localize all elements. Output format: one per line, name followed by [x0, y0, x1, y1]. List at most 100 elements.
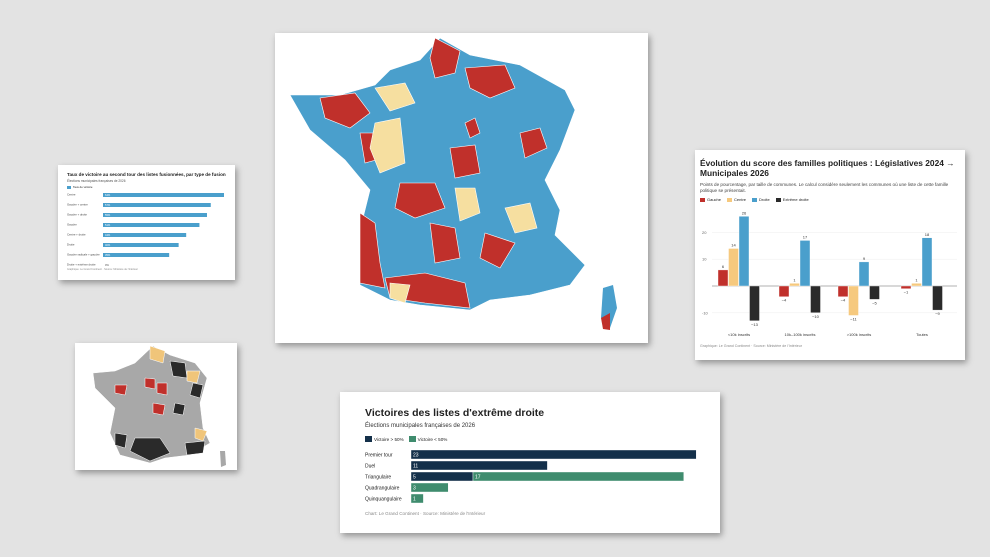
bar [837, 285, 849, 297]
chart-subtitle: Points de pourcentage, par taille de com… [700, 182, 949, 193]
category-label: Droite [67, 243, 75, 247]
value-label: 26 [742, 210, 747, 215]
chart-source: Chart: Le Grand Continent · Source: Mini… [365, 511, 486, 516]
category-label: Quinquangulaire [365, 497, 402, 503]
legend-item: Victoire > 50% [365, 436, 404, 442]
bar [858, 261, 870, 287]
bar [472, 471, 685, 482]
extreme-right-victories-chart: Victoires des listes d'extrême droite Él… [340, 392, 720, 533]
bar [410, 482, 449, 493]
bar [869, 285, 880, 300]
chart-title: Taux de victoire au second tour des list… [67, 172, 226, 177]
bar [717, 269, 729, 287]
value-label: 40% [105, 243, 111, 247]
value-label: 1 [413, 497, 416, 503]
legend-item: Centre [727, 197, 746, 202]
bar [799, 240, 811, 287]
value-label: 0% [105, 263, 109, 267]
bar [103, 243, 179, 247]
y-tick-label: 20 [702, 230, 707, 235]
bar [921, 237, 933, 287]
bar [410, 460, 548, 471]
map-svg [289, 37, 617, 330]
legend-label: Extrême droite [782, 197, 809, 202]
category-label: Gauche + droite [67, 213, 87, 217]
chart-source: Graphique: Le Grand Continent · Source: … [700, 344, 802, 348]
legend-item: Victoire < 50% [408, 436, 447, 442]
bar [103, 193, 224, 197]
category-label: Gauche [67, 223, 77, 227]
value-label: 23 [413, 453, 419, 459]
fusion-win-rate-chart: Taux de victoire au second tour des list… [58, 165, 235, 280]
category-label: Droite + extrême droite [67, 263, 96, 267]
bar [410, 471, 474, 482]
bar [103, 253, 170, 257]
chart-plot: -10 10 20 <10k inscrits 6 14 26 −13 10k–100k ins… [702, 210, 957, 337]
category-label: Duel [365, 464, 375, 470]
value-label: 9 [863, 256, 866, 261]
bar [728, 248, 739, 287]
legend: Gauche Centre Droite Extrême droite [700, 197, 809, 202]
category-label: Quadrangulaire [365, 486, 400, 492]
legend-label: Victoire > 50% [374, 436, 404, 442]
legend-label: Taux de victoire [73, 185, 93, 189]
y-tick-label: -10 [702, 310, 709, 315]
bar [810, 285, 821, 313]
legend-label: Droite [759, 197, 770, 202]
france-outline [289, 37, 586, 311]
bar [848, 285, 859, 316]
value-label: 1 [793, 277, 796, 282]
category-label: Premier tour [365, 453, 393, 459]
value-label: 51% [105, 223, 111, 227]
score-evolution-chart: Évolution du score des familles politiqu… [695, 150, 965, 360]
bar [103, 223, 200, 227]
value-label: −10 [812, 314, 820, 319]
value-label: −5 [872, 300, 877, 305]
legend-swatch [408, 436, 416, 442]
value-label: 3 [413, 486, 416, 492]
value-label: 11 [413, 464, 418, 470]
value-label: 35% [105, 253, 111, 257]
gauche-regions [114, 377, 168, 416]
bar [900, 285, 912, 289]
bar [410, 493, 424, 504]
value-label: 18 [925, 232, 930, 237]
bar [410, 449, 697, 460]
x-tick-label: >100k inscrits [847, 332, 872, 337]
legend-swatch [752, 197, 758, 202]
value-label: −1 [904, 290, 909, 295]
value-label: 5 [413, 475, 416, 481]
value-label: 1 [915, 277, 918, 282]
value-label: 17 [803, 234, 808, 239]
value-label: −4 [782, 298, 787, 303]
x-tick-label: 10k–100k inscrits [785, 332, 816, 337]
centre-regions [149, 345, 208, 442]
legend-swatch [700, 197, 705, 202]
chart-subtitle: Élections municipales françaises de 2026 [67, 179, 126, 183]
value-label: 55% [105, 213, 111, 217]
corsica [220, 451, 226, 467]
legend: Victoire > 50% Victoire < 50% [365, 436, 447, 442]
gauche-regions [319, 37, 548, 309]
x-tick-label: <10k inscrits [728, 332, 750, 337]
value-label: 17 [475, 475, 481, 481]
chart-plot: Centre 64% Gauche + centre 57% Gauche + droi… [67, 193, 224, 267]
corsica-south [601, 313, 610, 330]
value-label: 57% [105, 203, 111, 207]
bar [103, 213, 207, 217]
bar [789, 283, 800, 287]
france-departments-map [275, 33, 648, 343]
value-label: −9 [935, 311, 940, 316]
category-label: Centre + droite [67, 233, 86, 237]
x-tick-label: Toutes [916, 332, 928, 337]
legend-swatch [727, 197, 733, 202]
value-label: 64% [105, 193, 111, 197]
legend-item: Gauche [700, 197, 721, 202]
legend-item: Droite [752, 197, 770, 202]
legend-label: Centre [734, 197, 747, 202]
value-label: −11 [850, 316, 857, 321]
bar [749, 285, 760, 322]
legend-swatch [775, 197, 781, 202]
category-label: Centre [67, 193, 76, 197]
category-label: Gauche radicale + gauche [67, 253, 100, 257]
